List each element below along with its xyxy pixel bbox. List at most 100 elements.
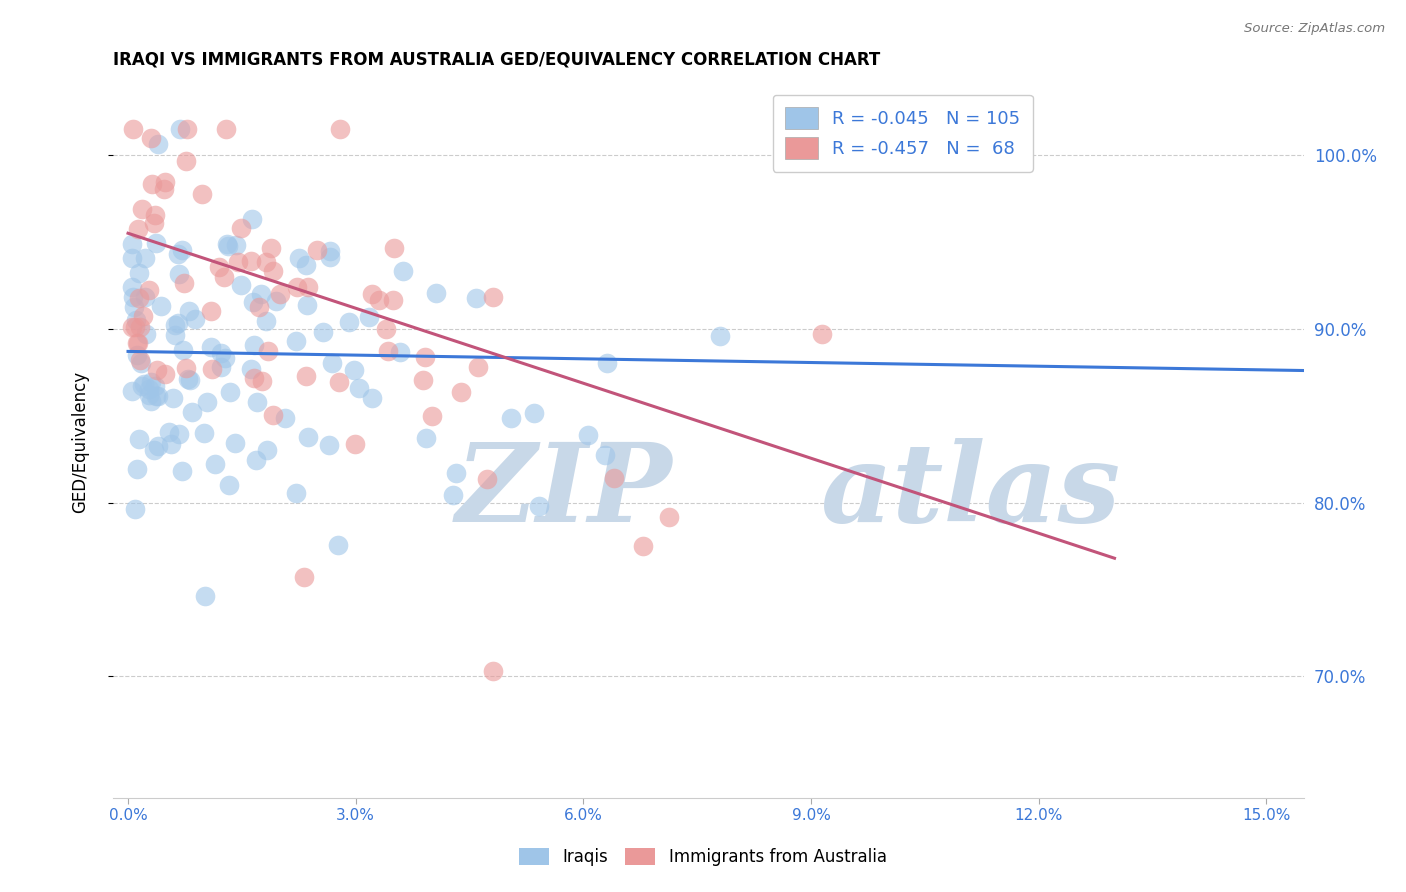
- Point: [128, 319, 150, 334]
- Point: [231, 220, 253, 235]
- Point: [125, 313, 148, 327]
- Point: [344, 436, 367, 450]
- Y-axis label: GED/Equivalency: GED/Equivalency: [72, 371, 89, 513]
- Point: [127, 335, 149, 350]
- Point: [170, 243, 193, 257]
- Point: [135, 327, 157, 342]
- Point: [295, 368, 318, 383]
- Point: [131, 309, 153, 323]
- Point: [297, 430, 319, 444]
- Point: [375, 322, 398, 336]
- Point: [121, 237, 143, 252]
- Point: [153, 368, 176, 382]
- Point: [166, 247, 188, 261]
- Point: [170, 464, 193, 478]
- Point: [145, 379, 167, 393]
- Point: [250, 374, 273, 388]
- Point: [420, 409, 443, 424]
- Point: [239, 253, 262, 268]
- Point: [329, 122, 352, 136]
- Point: [165, 318, 187, 333]
- Point: [391, 264, 413, 278]
- Point: [157, 425, 180, 439]
- Point: [148, 136, 170, 151]
- Point: [361, 391, 384, 405]
- Point: [138, 283, 160, 297]
- Point: [184, 311, 207, 326]
- Point: [195, 395, 218, 409]
- Point: [200, 340, 222, 354]
- Point: [212, 270, 235, 285]
- Point: [225, 237, 247, 252]
- Point: [209, 346, 232, 360]
- Point: [124, 320, 146, 334]
- Point: [357, 310, 380, 324]
- Point: [172, 343, 194, 357]
- Point: [215, 122, 238, 136]
- Point: [274, 411, 297, 425]
- Point: [153, 175, 176, 189]
- Point: [242, 337, 264, 351]
- Point: [377, 343, 399, 358]
- Point: [129, 356, 152, 370]
- Point: [239, 361, 262, 376]
- Point: [143, 209, 166, 223]
- Text: Source: ZipAtlas.com: Source: ZipAtlas.com: [1244, 22, 1385, 36]
- Point: [603, 471, 626, 485]
- Point: [121, 320, 143, 334]
- Point: [143, 216, 166, 230]
- Point: [193, 425, 215, 440]
- Point: [595, 356, 617, 370]
- Point: [347, 381, 370, 395]
- Point: [467, 360, 489, 375]
- Point: [142, 443, 165, 458]
- Point: [128, 266, 150, 280]
- Point: [177, 372, 200, 386]
- Point: [124, 501, 146, 516]
- Point: [367, 293, 389, 307]
- Point: [477, 472, 499, 486]
- Point: [160, 437, 183, 451]
- Point: [384, 241, 406, 255]
- Point: [146, 389, 169, 403]
- Point: [269, 287, 291, 301]
- Point: [181, 404, 204, 418]
- Point: [176, 122, 198, 136]
- Point: [209, 359, 232, 374]
- Point: [413, 351, 436, 365]
- Legend: Iraqis, Immigrants from Australia: Iraqis, Immigrants from Australia: [512, 840, 894, 875]
- Point: [415, 431, 437, 445]
- Point: [229, 278, 252, 293]
- Point: [285, 334, 308, 348]
- Point: [501, 411, 523, 425]
- Point: [297, 280, 319, 294]
- Point: [388, 345, 411, 359]
- Point: [328, 375, 350, 389]
- Legend: R = -0.045   N = 105, R = -0.457   N =  68: R = -0.045 N = 105, R = -0.457 N = 68: [773, 95, 1033, 172]
- Point: [122, 122, 145, 136]
- Point: [200, 304, 222, 318]
- Point: [124, 300, 146, 314]
- Point: [218, 384, 240, 399]
- Point: [527, 499, 550, 513]
- Point: [295, 259, 318, 273]
- Point: [191, 187, 214, 202]
- Point: [121, 252, 143, 266]
- Text: atlas: atlas: [821, 438, 1121, 545]
- Point: [146, 363, 169, 377]
- Point: [176, 361, 198, 376]
- Text: ZIP: ZIP: [456, 438, 673, 545]
- Point: [145, 389, 167, 403]
- Point: [246, 394, 269, 409]
- Point: [121, 280, 143, 294]
- Point: [243, 370, 266, 384]
- Point: [425, 285, 447, 300]
- Point: [141, 178, 163, 192]
- Point: [318, 438, 340, 452]
- Point: [121, 384, 143, 399]
- Point: [179, 372, 201, 386]
- Point: [312, 326, 335, 340]
- Point: [578, 427, 600, 442]
- Point: [127, 222, 149, 236]
- Point: [249, 301, 271, 315]
